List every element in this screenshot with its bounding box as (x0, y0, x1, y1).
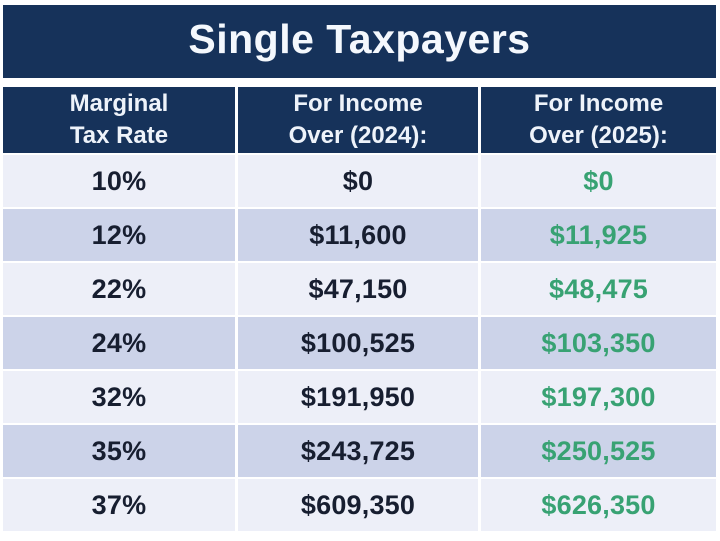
cell-income-2025-row7: $626,350 (481, 479, 716, 531)
cell-income-2024-row4: $100,525 (238, 317, 478, 369)
cell-income-2025-row6: $250,525 (481, 425, 716, 477)
cell-rate-row4: 24% (3, 317, 235, 369)
tax-grid: Marginal Tax Rate For Income Over (2024)… (3, 87, 716, 531)
cell-income-2024-row1: $0 (238, 155, 478, 207)
cell-rate-row3: 22% (3, 263, 235, 315)
column-header-income-2024: For Income Over (2024): (238, 87, 478, 153)
table-title-banner: Single Taxpayers (3, 5, 716, 78)
cell-rate-row6: 35% (3, 425, 235, 477)
cell-income-2024-row7: $609,350 (238, 479, 478, 531)
cell-income-2024-row5: $191,950 (238, 371, 478, 423)
cell-rate-row7: 37% (3, 479, 235, 531)
cell-income-2025-row2: $11,925 (481, 209, 716, 261)
table-title: Single Taxpayers (188, 16, 531, 62)
column-header-marginal-tax-rate: Marginal Tax Rate (3, 87, 235, 153)
cell-income-2025-row5: $197,300 (481, 371, 716, 423)
tax-bracket-table: Single Taxpayers Marginal Tax Rate For I… (3, 5, 716, 531)
cell-income-2025-row4: $103,350 (481, 317, 716, 369)
cell-rate-row1: 10% (3, 155, 235, 207)
cell-rate-row2: 12% (3, 209, 235, 261)
cell-rate-row5: 32% (3, 371, 235, 423)
cell-income-2025-row3: $48,475 (481, 263, 716, 315)
cell-income-2025-row1: $0 (481, 155, 716, 207)
column-header-income-2025: For Income Over (2025): (481, 87, 716, 153)
cell-income-2024-row3: $47,150 (238, 263, 478, 315)
cell-income-2024-row6: $243,725 (238, 425, 478, 477)
cell-income-2024-row2: $11,600 (238, 209, 478, 261)
